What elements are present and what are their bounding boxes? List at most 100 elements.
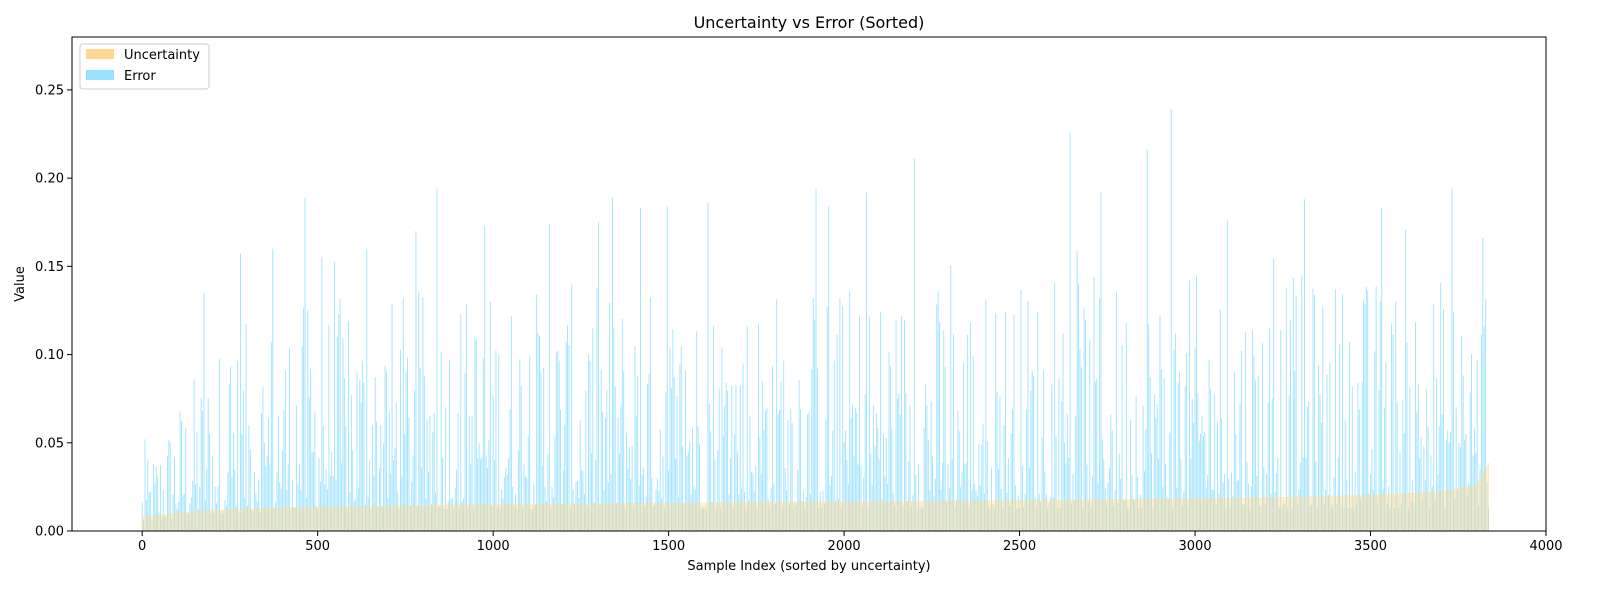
uncertainty-bar	[815, 501, 817, 531]
error-bar	[282, 450, 284, 531]
error-bar	[1111, 430, 1113, 531]
error-bar	[1118, 453, 1120, 531]
error-bar	[1374, 351, 1376, 531]
uncertainty-bar	[908, 500, 910, 531]
error-bar	[588, 354, 590, 531]
uncertainty-bar	[366, 505, 368, 531]
error-bar	[308, 397, 310, 531]
error-bar	[1392, 334, 1394, 531]
uncertainty-bar	[1389, 493, 1391, 531]
error-bar	[388, 411, 390, 531]
error-bar	[811, 369, 813, 531]
error-bar	[144, 439, 146, 531]
error-bar	[927, 440, 929, 531]
uncertainty-bar	[978, 500, 980, 531]
uncertainty-bar	[297, 506, 299, 531]
error-bar	[996, 392, 998, 531]
uncertainty-bar	[359, 505, 361, 531]
uncertainty-bar	[926, 500, 928, 531]
uncertainty-bar	[1035, 499, 1037, 531]
error-bar	[1329, 362, 1331, 531]
error-bar	[967, 335, 969, 531]
error-bar	[779, 409, 780, 531]
error-bar	[366, 248, 368, 531]
uncertainty-bar	[670, 502, 672, 531]
uncertainty-bar	[1195, 498, 1197, 531]
error-bar	[489, 301, 491, 531]
error-bar	[470, 463, 472, 531]
uncertainty-bar	[471, 504, 473, 531]
error-bar	[1273, 258, 1275, 531]
x-axis: 0 500 1000 1500 2000 2500 3000 3500 4000	[138, 531, 1563, 554]
uncertainty-bar	[298, 506, 300, 531]
uncertainty-bar	[1288, 496, 1290, 531]
uncertainty-bar	[696, 502, 698, 531]
uncertainty-bar	[936, 500, 938, 531]
error-bar	[296, 405, 298, 531]
uncertainty-bar	[203, 510, 205, 531]
error-bar	[270, 342, 272, 531]
error-bar	[1184, 386, 1186, 531]
uncertainty-bar	[501, 504, 503, 531]
uncertainty-bar	[1097, 499, 1099, 531]
uncertainty-bar	[1322, 496, 1324, 531]
error-bar	[181, 421, 182, 531]
uncertainty-bar	[821, 501, 823, 531]
uncertainty-bar	[481, 504, 483, 531]
error-bar	[1402, 400, 1404, 531]
uncertainty-bar	[392, 505, 394, 531]
uncertainty-bar	[847, 501, 849, 531]
error-bar	[1033, 375, 1035, 531]
error-bar	[1180, 459, 1182, 531]
legend-swatch-error	[86, 70, 114, 80]
uncertainty-bar	[484, 504, 486, 531]
uncertainty-bar	[488, 504, 490, 531]
uncertainty-bar	[195, 511, 197, 531]
uncertainty-bar	[773, 501, 775, 531]
error-bar	[1342, 294, 1343, 531]
error-bar	[1461, 335, 1463, 531]
error-bar	[1042, 370, 1044, 531]
error-bar	[901, 316, 903, 531]
uncertainty-bar	[856, 501, 858, 531]
error-bar	[336, 336, 338, 531]
uncertainty-bar	[557, 503, 559, 531]
error-bar	[1455, 406, 1457, 531]
uncertainty-bar	[578, 503, 580, 531]
uncertainty-bar	[1360, 495, 1362, 531]
uncertainty-bar	[631, 503, 633, 531]
error-bar	[371, 424, 373, 531]
uncertainty-bar	[496, 504, 498, 531]
error-bar	[449, 360, 451, 531]
uncertainty-bar	[1444, 490, 1446, 531]
uncertainty-bar	[185, 511, 187, 531]
uncertainty-bar	[870, 501, 872, 531]
uncertainty-bar	[937, 500, 939, 531]
uncertainty-bar	[328, 506, 330, 531]
uncertainty-bar	[1261, 497, 1263, 531]
uncertainty-bar	[272, 507, 274, 531]
uncertainty-bar	[494, 504, 496, 531]
uncertainty-bar	[188, 511, 190, 531]
uncertainty-bar	[1117, 499, 1119, 531]
uncertainty-bar	[1487, 462, 1489, 531]
uncertainty-bar	[836, 501, 838, 531]
uncertainty-bar	[404, 505, 406, 531]
error-bar	[242, 390, 244, 531]
uncertainty-bar	[894, 501, 896, 531]
uncertainty-bar	[750, 502, 752, 531]
error-bar	[554, 436, 556, 531]
error-bar	[642, 468, 644, 531]
error-bar	[343, 378, 345, 531]
uncertainty-bar	[1309, 496, 1311, 531]
uncertainty-bar	[906, 500, 908, 531]
uncertainty-bar	[659, 502, 661, 531]
error-bar	[672, 329, 674, 531]
uncertainty-bar	[717, 502, 719, 531]
legend-label-error: Error	[124, 69, 156, 84]
x-tick-label: 3500	[1354, 539, 1387, 554]
error-bar	[548, 224, 550, 531]
uncertainty-bar	[828, 501, 830, 531]
uncertainty-bar	[585, 503, 587, 531]
uncertainty-bar	[842, 501, 844, 531]
